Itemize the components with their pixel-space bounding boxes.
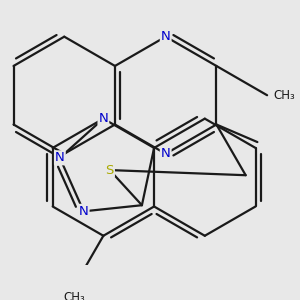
Text: CH₃: CH₃: [273, 89, 295, 102]
Text: CH₃: CH₃: [63, 291, 85, 300]
Text: N: N: [161, 30, 171, 43]
Text: S: S: [106, 164, 114, 177]
Text: N: N: [161, 147, 171, 160]
Text: N: N: [79, 205, 88, 218]
Text: N: N: [98, 112, 108, 125]
Text: N: N: [55, 151, 65, 164]
